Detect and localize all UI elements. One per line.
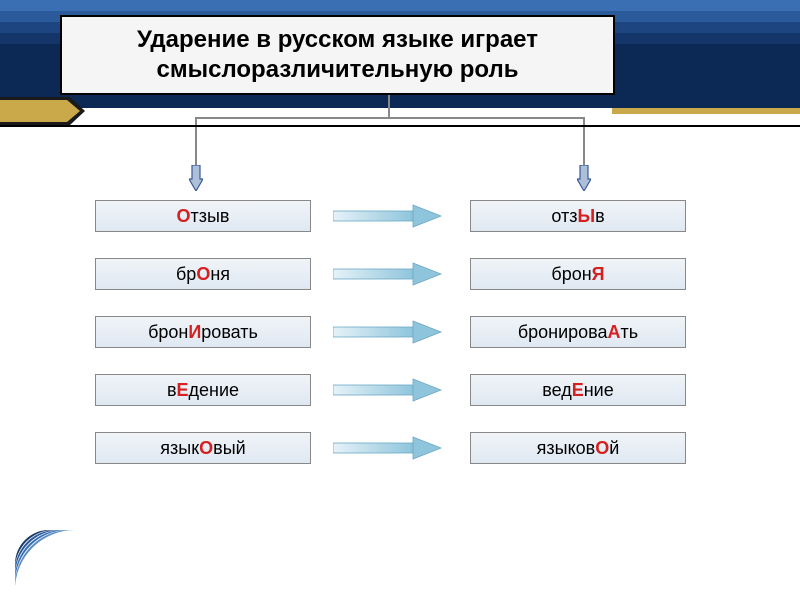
tree-v-top: [388, 95, 390, 117]
tree-h: [195, 117, 585, 119]
word-segment: Е: [572, 380, 584, 401]
word-left-1: брОня: [95, 258, 311, 290]
word-right-3: ведЕние: [470, 374, 686, 406]
word-segment: язык: [160, 438, 199, 459]
word-segment: О: [199, 438, 213, 459]
word-left-3: вЕдение: [95, 374, 311, 406]
side-shape: [0, 97, 90, 127]
word-segment: отз: [551, 206, 577, 227]
word-segment: дение: [189, 380, 240, 401]
word-segment: О: [176, 206, 190, 227]
h-arrow-2: [333, 319, 443, 345]
word-segment: тзыв: [191, 206, 230, 227]
word-right-0: отзЫв: [470, 200, 686, 232]
word-segment: ние: [584, 380, 614, 401]
word-right-1: бронЯ: [470, 258, 686, 290]
word-left-4: языкОвый: [95, 432, 311, 464]
word-left-2: бронИровать: [95, 316, 311, 348]
word-segment: Ы: [577, 206, 595, 227]
h-arrow-1: [333, 261, 443, 287]
word-right-4: языковОй: [470, 432, 686, 464]
word-segment: Я: [592, 264, 605, 285]
divider: [0, 125, 800, 127]
word-segment: ня: [210, 264, 230, 285]
word-segment: брон: [148, 322, 188, 343]
word-left-0: Отзыв: [95, 200, 311, 232]
word-segment: И: [188, 322, 201, 343]
word-segment: вед: [542, 380, 571, 401]
word-segment: языков: [537, 438, 596, 459]
word-segment: бр: [176, 264, 196, 285]
word-segment: й: [609, 438, 619, 459]
word-segment: ть: [621, 322, 639, 343]
word-segment: А: [608, 322, 621, 343]
word-segment: О: [196, 264, 210, 285]
header-box: Ударение в русском языке играет смыслора…: [60, 15, 615, 95]
h-arrow-3: [333, 377, 443, 403]
word-segment: О: [595, 438, 609, 459]
word-segment: ровать: [201, 322, 258, 343]
word-segment: Е: [177, 380, 189, 401]
word-segment: бронирова: [518, 322, 608, 343]
word-segment: в: [595, 206, 605, 227]
h-arrow-0: [333, 203, 443, 229]
logo-arc: [15, 530, 75, 585]
header-line-2: смыслоразличительную роль: [157, 55, 519, 85]
word-segment: в: [167, 380, 177, 401]
h-arrow-4: [333, 435, 443, 461]
word-segment: брон: [551, 264, 591, 285]
down-arrow-left: [189, 165, 203, 191]
word-segment: вый: [213, 438, 246, 459]
down-arrow-right: [577, 165, 591, 191]
header-line-1: Ударение в русском языке играет: [137, 25, 538, 55]
word-right-2: бронироваАть: [470, 316, 686, 348]
